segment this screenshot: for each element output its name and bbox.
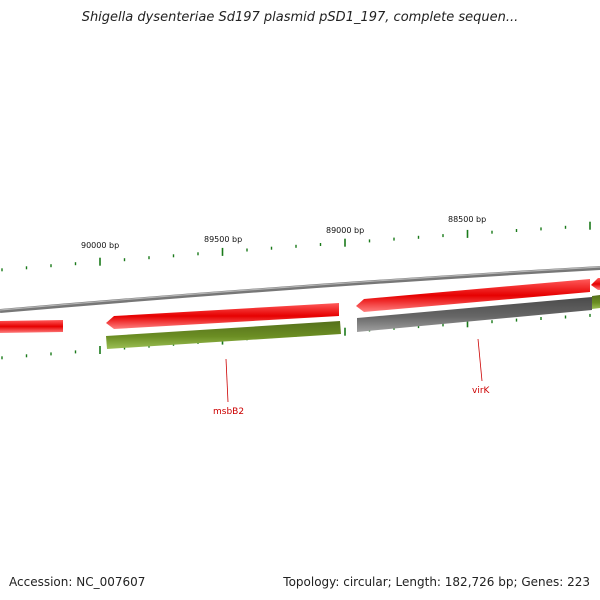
genome-summary-text: Topology: circular; Length: 182,726 bp; … [283,575,590,589]
gene-forward-left[interactable] [0,320,63,333]
scale-label-90000: 90000 bp [81,241,119,250]
gene-virK[interactable] [357,297,592,332]
gene-label-msbB2[interactable]: msbB2 [213,407,244,417]
outer-tick-row [1,221,591,272]
gene-forward-edge[interactable] [591,278,600,290]
scale-label-88500: 88500 bp [448,215,486,224]
backbone-arc-highlight [0,266,600,311]
msbB2-leader-line [225,358,229,403]
map-title: Shigella dysenteriae Sd197 plasmid pSD1_… [81,10,519,25]
gene-reverse-edge[interactable] [592,295,600,309]
gene-forward-middle[interactable] [106,303,339,329]
gene-forward-right[interactable] [356,279,590,312]
gene-msbB2[interactable] [106,321,341,349]
accession-text: Accession: NC_007607 [9,575,146,589]
gene-label-virK[interactable]: virK [472,386,491,396]
virK-leader-line [477,338,483,382]
scale-label-89500: 89500 bp [204,235,242,244]
backbone-arc [0,266,600,313]
scale-label-89000: 89000 bp [326,226,364,235]
